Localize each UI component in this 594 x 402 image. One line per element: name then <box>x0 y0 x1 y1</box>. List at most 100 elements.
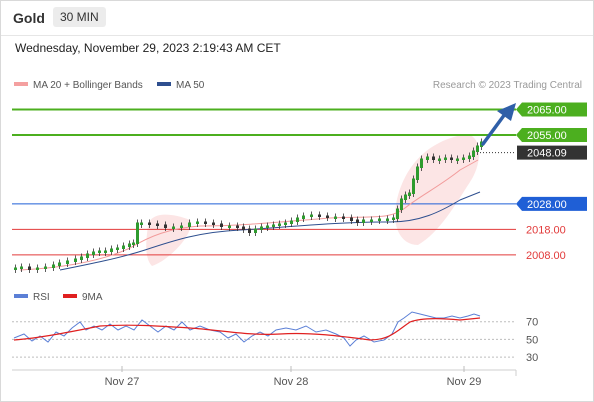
resistance-level-tag <box>516 127 587 142</box>
candle-body <box>342 216 345 219</box>
rsi-level-label: 70 <box>526 317 538 329</box>
candle-body <box>362 219 365 223</box>
candle-body <box>44 266 47 269</box>
price-levels <box>12 108 516 256</box>
candle-body <box>278 223 281 226</box>
candle-body <box>416 166 419 180</box>
x-tick-label: Nov 28 <box>274 376 309 388</box>
candle-body <box>438 158 441 161</box>
candle-body <box>52 264 55 268</box>
candle-body <box>164 224 167 228</box>
chart-datetime: Wednesday, November 29, 2023 2:19:43 AM … <box>15 41 281 55</box>
candle-body <box>468 155 471 159</box>
support-label: 2018.00 <box>526 224 566 236</box>
candle-body <box>236 225 239 228</box>
level-labels: 2065.00 2055.00 2048.09 2028.00 2018.00 2008.… <box>516 102 587 262</box>
candle-body <box>66 260 69 264</box>
research-credit: Research © 2023 Trading Central <box>433 80 582 91</box>
ma20-line <box>19 159 479 271</box>
target-level-label: 2065.00 <box>527 104 567 116</box>
support-label: 2008.00 <box>526 250 566 262</box>
candle-body <box>104 250 107 253</box>
candle-body <box>14 267 17 270</box>
target-level-tag <box>516 102 587 117</box>
candle-body <box>476 145 479 152</box>
x-axis-ticks: Nov 27 Nov 28 Nov 29 <box>105 366 481 388</box>
x-tick-label: Nov 27 <box>105 376 140 388</box>
candle-body <box>392 217 395 220</box>
candle-body <box>326 215 329 218</box>
candle-body <box>228 225 231 228</box>
candle-body <box>296 217 299 222</box>
candle-body <box>396 208 399 219</box>
candle-body <box>172 226 175 229</box>
candle-body <box>412 178 415 194</box>
candle-body <box>420 158 423 168</box>
rsi-legend-swatch <box>14 294 28 298</box>
candle-body <box>318 214 321 217</box>
candle-body <box>110 248 113 252</box>
symbol-title: Gold <box>13 10 45 26</box>
candle-body <box>136 222 139 244</box>
candle-body <box>148 222 151 225</box>
ma50-legend-label: MA 50 <box>176 80 205 91</box>
candle-body <box>212 222 215 225</box>
candle-body <box>260 226 263 230</box>
candle-body <box>86 253 89 258</box>
candle-body <box>20 266 23 269</box>
header-divider <box>1 35 593 36</box>
candle-body <box>92 251 95 255</box>
candle-body <box>378 218 381 221</box>
candle-body <box>408 192 411 196</box>
candle-body <box>180 225 183 228</box>
candle-body <box>472 150 475 157</box>
pivot-level-tag <box>516 196 587 211</box>
candle-body <box>58 262 61 266</box>
candle-body <box>266 225 269 228</box>
forecast-arrow <box>481 103 516 146</box>
chart-header: Gold 30 MIN <box>1 1 593 35</box>
candle-body <box>462 157 465 160</box>
timeframe-badge[interactable]: 30 MIN <box>53 7 106 27</box>
last-price-tag <box>517 145 587 160</box>
candle-body <box>350 217 353 221</box>
candle-body <box>302 215 305 219</box>
candle-body <box>456 158 459 161</box>
candle-body <box>404 194 407 200</box>
candle-body <box>128 243 131 247</box>
candle-body <box>284 222 287 225</box>
resistance-level-label: 2055.00 <box>527 130 567 142</box>
candle-body <box>450 157 453 160</box>
last-price-label: 2048.09 <box>527 148 567 160</box>
rsi-panel: 70 50 30 <box>12 311 538 364</box>
candle-body <box>140 222 143 225</box>
ma50-legend-swatch <box>157 82 171 86</box>
rsi-level-label: 30 <box>526 352 538 364</box>
candle-body <box>122 245 125 249</box>
candle-body <box>74 258 77 262</box>
candle-body <box>254 228 257 233</box>
candle-body <box>98 250 101 253</box>
candle-body <box>36 267 39 270</box>
candle-body <box>310 214 313 217</box>
candle-body <box>116 247 119 250</box>
bollinger-band-left <box>146 214 191 266</box>
candle-body <box>196 221 199 224</box>
candle-body <box>370 219 373 222</box>
bollinger-bands <box>146 134 480 266</box>
ma20-legend-swatch <box>14 82 28 86</box>
candle-body <box>204 221 207 224</box>
candle-body <box>400 198 403 210</box>
candle-body <box>242 226 245 230</box>
candle-body <box>432 156 435 160</box>
candle-body <box>334 216 337 219</box>
rsi-ma9-line <box>13 317 481 341</box>
candle-body <box>28 266 31 270</box>
ma20-legend-label: MA 20 + Bollinger Bands <box>33 80 143 91</box>
candlesticks <box>14 138 483 273</box>
candle-body <box>356 219 359 223</box>
candle-body <box>188 222 191 227</box>
candle-body <box>132 242 135 245</box>
